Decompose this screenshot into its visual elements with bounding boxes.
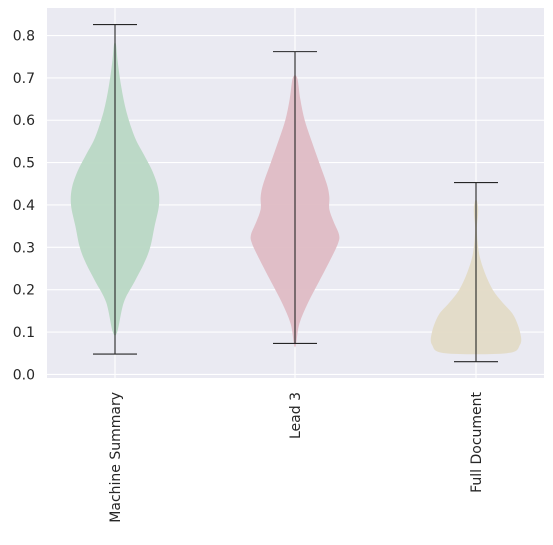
y-tick-label: 0.3 bbox=[13, 240, 35, 256]
whiskers bbox=[93, 23, 498, 363]
y-tick-label: 0.2 bbox=[13, 283, 35, 299]
category-label: Full Document bbox=[469, 391, 485, 492]
y-tick-label: 0.4 bbox=[13, 198, 35, 214]
y-tick-labels: 0.0 0.1 0.2 0.3 0.4 0.5 0.6 0.7 0.8 bbox=[13, 29, 35, 384]
y-tick-label: 0.5 bbox=[13, 156, 35, 172]
category-labels: Machine Summary Lead 3 Full Document bbox=[108, 391, 485, 522]
y-tick-label: 0.8 bbox=[13, 29, 35, 45]
category-label: Machine Summary bbox=[108, 392, 124, 523]
y-tick-label: 0.0 bbox=[13, 367, 35, 383]
y-tick-label: 0.6 bbox=[13, 113, 35, 129]
category-label: Lead 3 bbox=[288, 392, 304, 439]
y-tick-label: 0.1 bbox=[13, 325, 35, 341]
y-tick-label: 0.7 bbox=[13, 71, 35, 87]
